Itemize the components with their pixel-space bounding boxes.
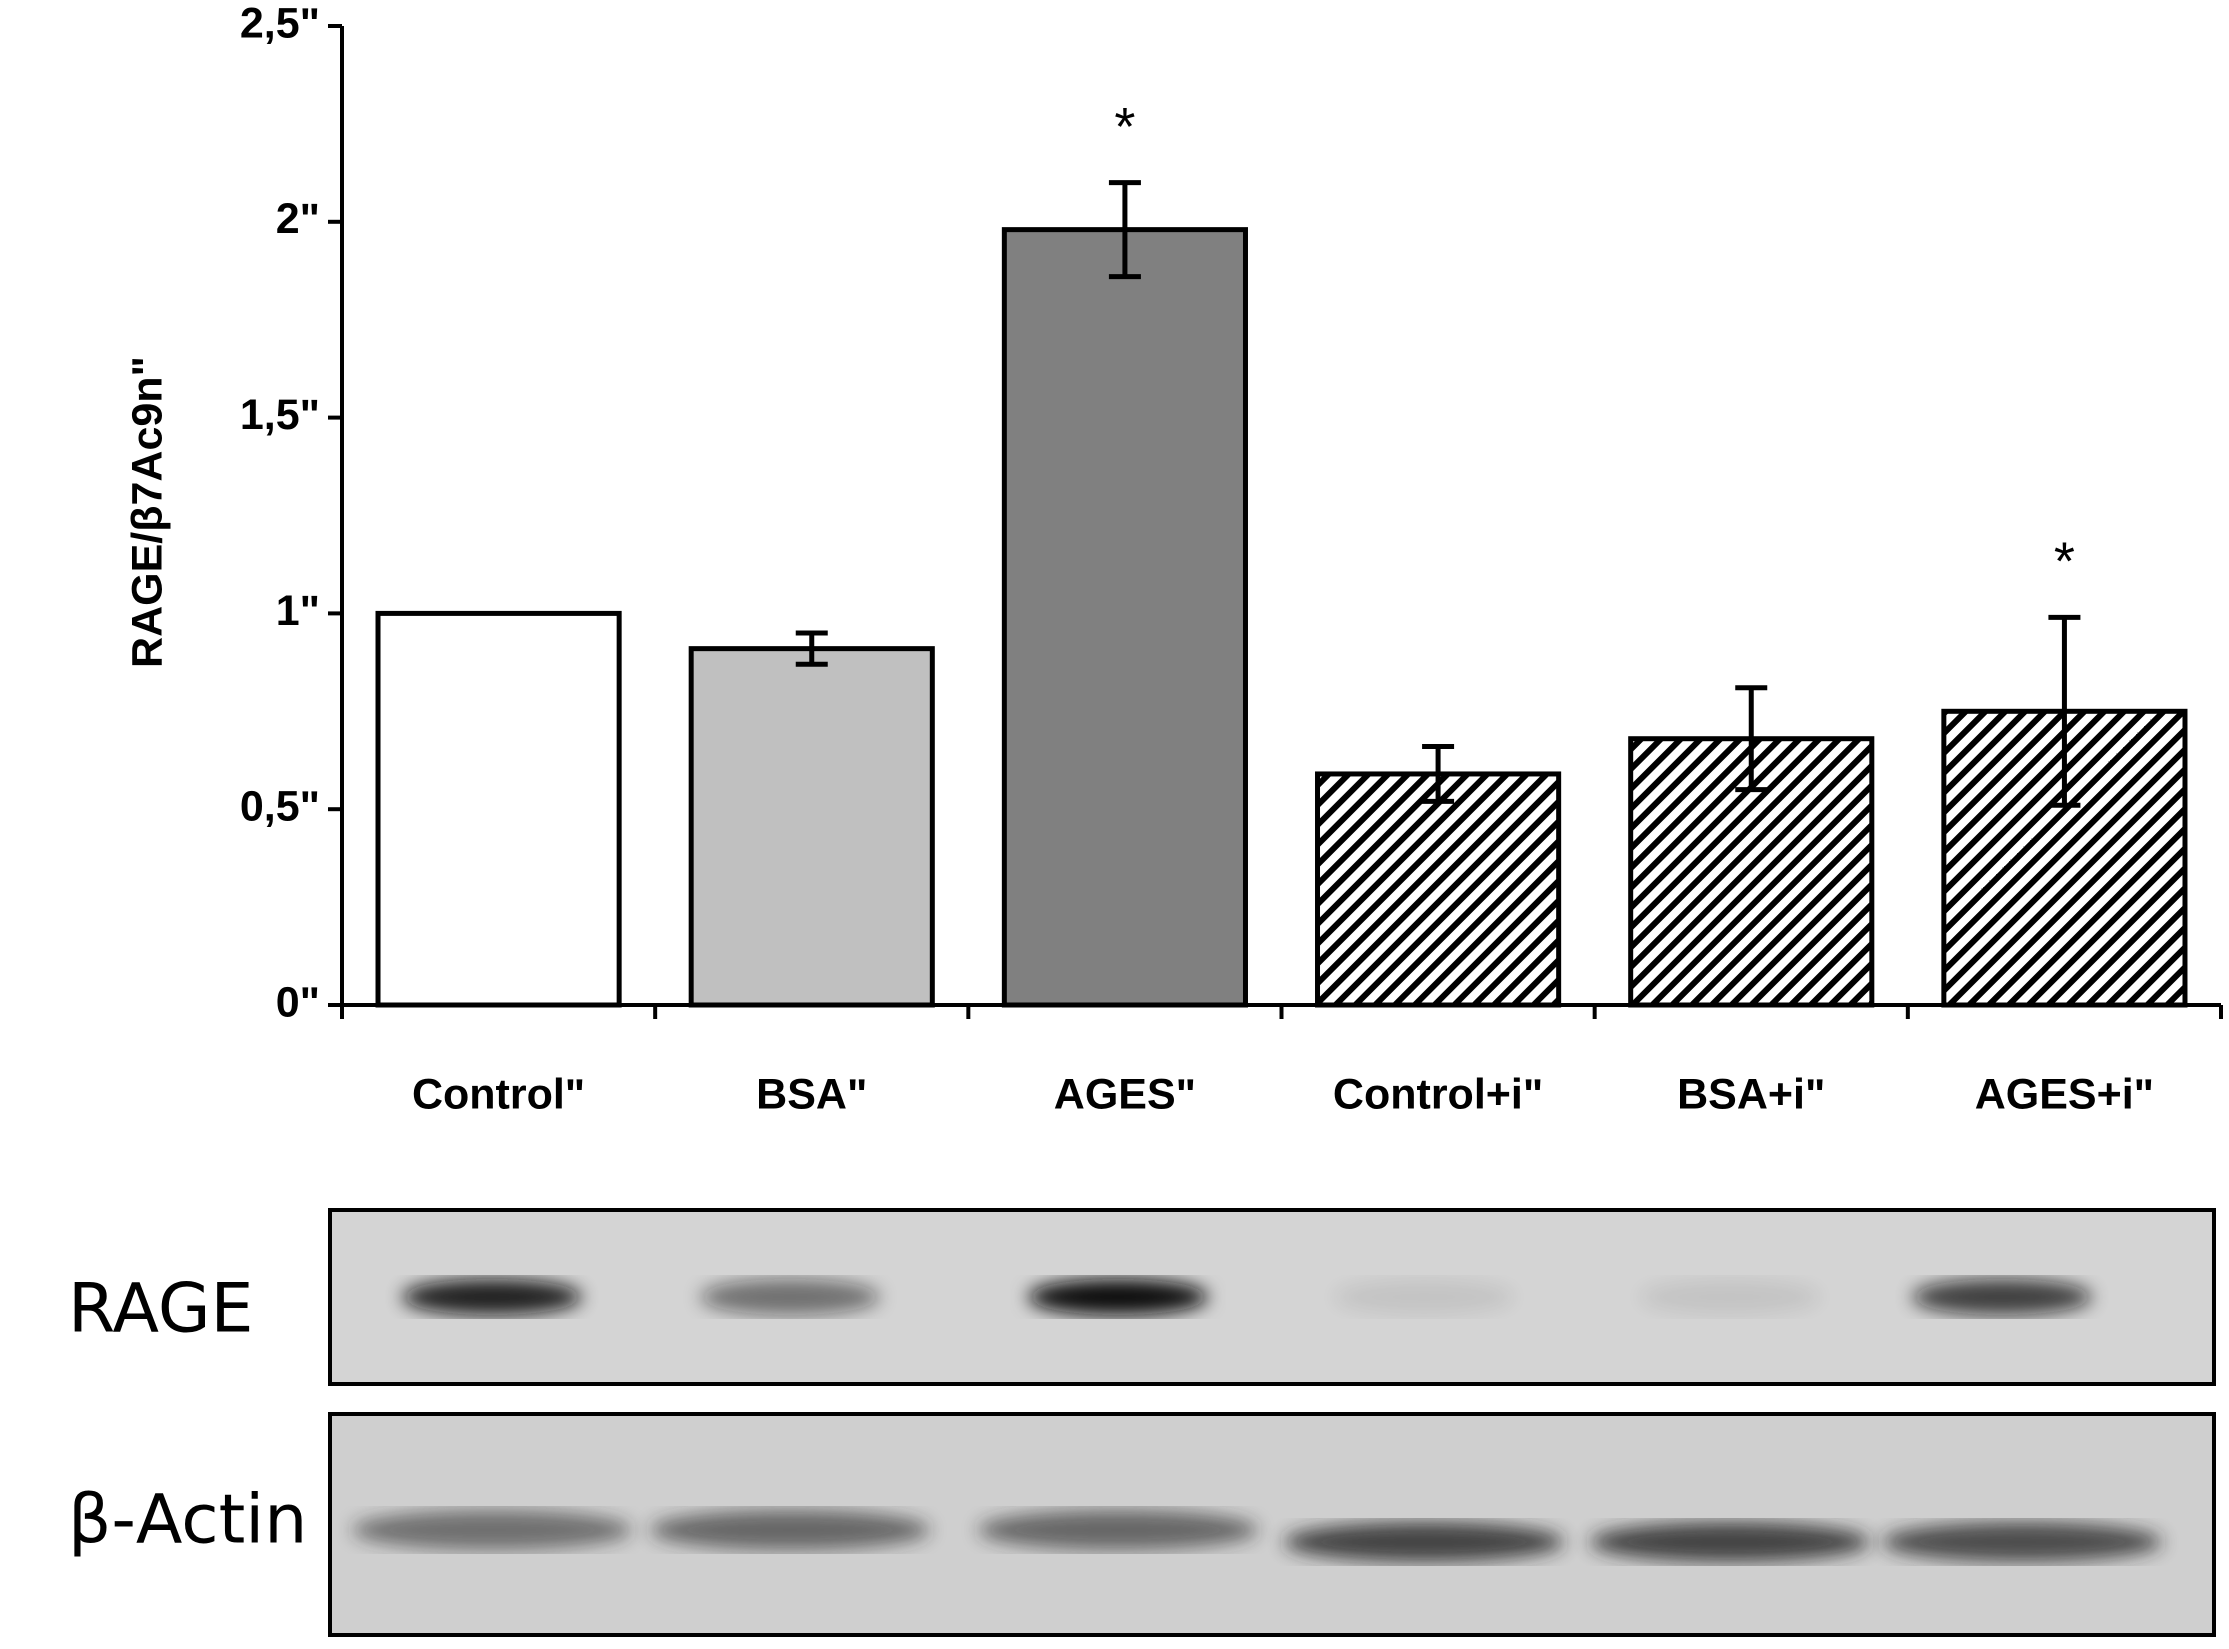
y-tick-label: 1,5" (240, 391, 320, 439)
blot-panel (328, 1412, 2216, 1637)
bar (375, 610, 622, 1008)
error-bar (1108, 180, 1141, 280)
blot-label: RAGE (68, 1270, 253, 1349)
western-blot: RAGE β-Actin (68, 1208, 2216, 1637)
bar (688, 646, 935, 1008)
y-tick-label: 2" (276, 195, 320, 243)
error-bar (1422, 744, 1455, 804)
y-axis-label: RAGE/β7Ac9n" (123, 356, 171, 668)
blot-label: β-Actin (68, 1481, 307, 1560)
x-tick-label: Control" (412, 1070, 585, 1118)
blot-band (650, 1510, 930, 1550)
x-tick-label: Control+i" (1333, 1070, 1543, 1118)
x-tick-label: AGES+i" (1975, 1070, 2154, 1118)
bar (1001, 227, 1248, 1008)
error-bar (1735, 685, 1768, 793)
blot-band (1882, 1522, 2162, 1562)
y-tick-label: 2,5" (240, 0, 320, 47)
y-tick-label: 1" (276, 587, 320, 635)
y-tick-label: 0,5" (240, 783, 320, 831)
significance-marker: * (1114, 97, 1135, 157)
blot-band (1590, 1522, 1870, 1562)
blot-band (978, 1510, 1258, 1550)
significance-marker: * (2054, 532, 2075, 592)
blot-band (1284, 1522, 1564, 1562)
blot-band (1912, 1279, 2092, 1315)
y-tick-label: 0" (276, 978, 320, 1026)
error-bar (2048, 614, 2081, 808)
blot-band (1028, 1279, 1208, 1315)
blot-band (700, 1279, 880, 1315)
blot-band (1640, 1279, 1820, 1315)
x-tick-label: BSA" (756, 1070, 867, 1118)
blot-band (1334, 1279, 1514, 1315)
x-tick-label: BSA+i" (1677, 1070, 1825, 1118)
blot-panel (328, 1208, 2216, 1386)
bar (1315, 771, 1562, 1008)
blot-band (352, 1510, 632, 1550)
x-tick-label: AGES" (1054, 1070, 1196, 1118)
error-bar (795, 630, 828, 667)
blot-band (402, 1279, 582, 1315)
